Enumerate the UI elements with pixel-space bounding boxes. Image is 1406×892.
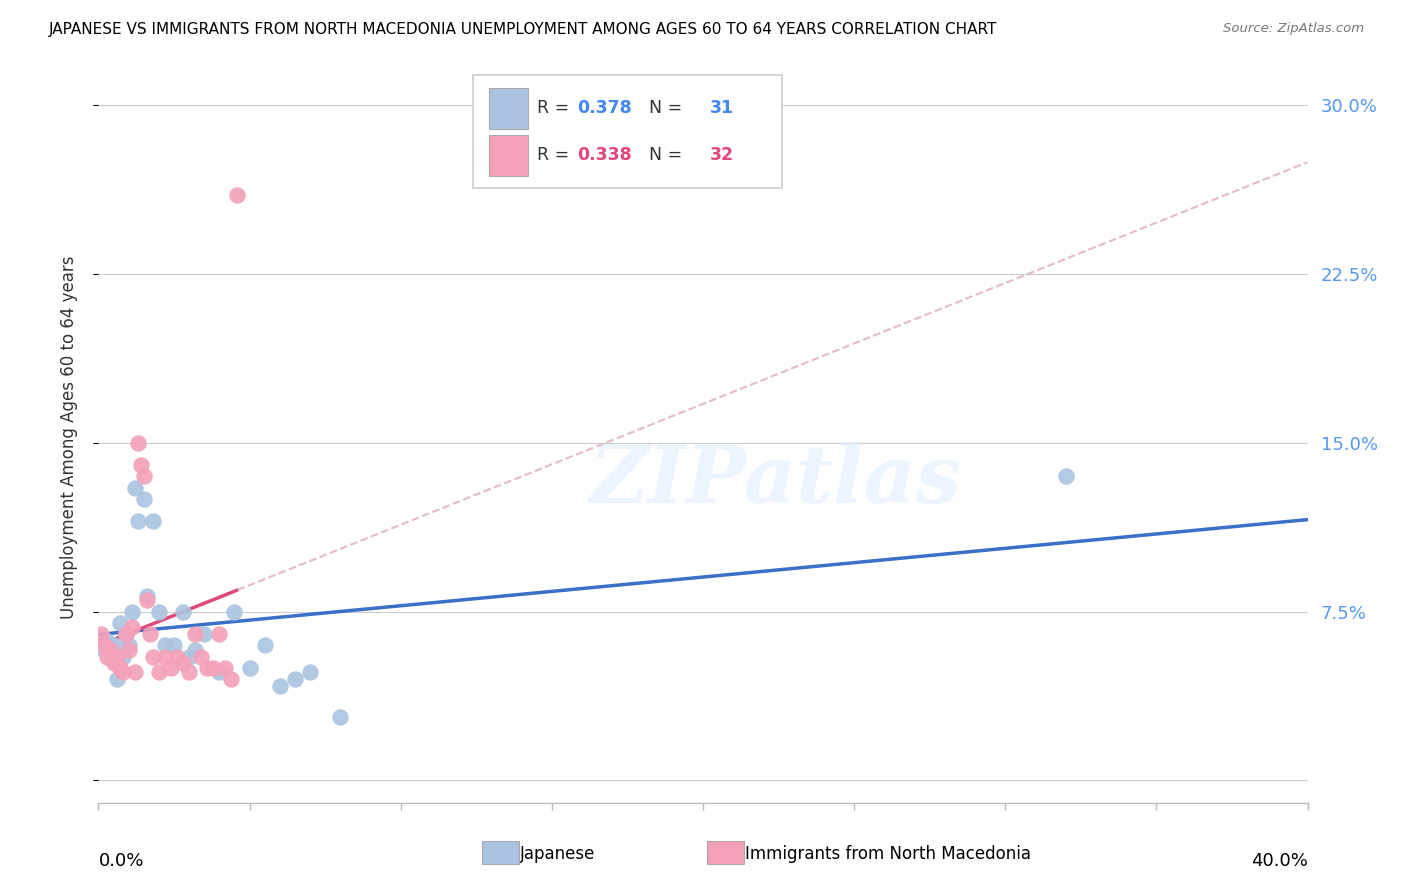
Point [184,627,207,641]
Point [135,593,157,607]
Text: Immigrants from North Macedonia: Immigrants from North Macedonia [745,845,1031,863]
Point [172,605,194,619]
Point [224,605,246,619]
Point [221,672,243,686]
Point [111,665,134,680]
Point [96,633,118,648]
Y-axis label: Unemployment Among Ages 60 to 64 years: Unemployment Among Ages 60 to 64 years [59,255,77,619]
Point [114,627,136,641]
Point [108,615,131,630]
Point [132,491,155,506]
Point [124,665,146,680]
Point [121,605,143,619]
Point [105,649,128,664]
Point [103,638,125,652]
Point [93,642,115,657]
Text: 0.338: 0.338 [578,146,633,164]
Text: N =: N = [638,146,688,164]
Point [93,638,115,652]
Point [208,665,231,680]
Point [190,649,212,664]
Point [329,710,352,724]
Point [184,642,207,657]
Point [202,661,225,675]
Point [195,661,218,675]
Point [1054,469,1077,483]
FancyBboxPatch shape [474,75,782,188]
Point [127,515,149,529]
Point [269,679,291,693]
Point [90,627,112,641]
Point [96,649,118,664]
Point [114,627,136,641]
Point [148,665,170,680]
Point [153,649,176,664]
Point [153,638,176,652]
Text: N =: N = [638,99,688,118]
Point [142,515,165,529]
FancyBboxPatch shape [489,88,527,128]
Point [103,657,125,671]
Text: 0.0%: 0.0% [98,853,143,871]
Point [118,638,141,652]
Point [127,435,149,450]
Text: JAPANESE VS IMMIGRANTS FROM NORTH MACEDONIA UNEMPLOYMENT AMONG AGES 60 TO 64 YEA: JAPANESE VS IMMIGRANTS FROM NORTH MACEDO… [49,22,998,37]
Point [160,661,183,675]
Text: 31: 31 [710,99,734,118]
Point [135,589,157,603]
Point [172,657,194,671]
Point [100,649,122,664]
Point [111,649,134,664]
Point [179,665,201,680]
Point [226,188,249,202]
Point [208,627,231,641]
Text: R =: R = [537,99,575,118]
Point [214,661,236,675]
Text: ZIPatlas: ZIPatlas [589,442,962,520]
Text: Japanese: Japanese [520,845,596,863]
Text: 32: 32 [710,146,734,164]
Point [132,469,155,483]
Point [163,638,186,652]
Point [299,665,322,680]
Point [139,627,162,641]
Point [121,620,143,634]
Point [142,649,165,664]
Point [100,642,122,657]
Point [179,649,201,664]
Point [105,672,128,686]
Text: R =: R = [537,146,575,164]
Text: 0.378: 0.378 [578,99,633,118]
Point [129,458,152,473]
Text: Source: ZipAtlas.com: Source: ZipAtlas.com [1223,22,1364,36]
Point [253,638,276,652]
Point [193,627,215,641]
Point [239,661,262,675]
FancyBboxPatch shape [489,135,527,176]
Point [118,642,141,657]
Point [284,672,307,686]
Text: 40.0%: 40.0% [1251,853,1308,871]
Point [166,649,188,664]
Point [124,481,146,495]
Point [108,661,131,675]
Point [148,605,170,619]
